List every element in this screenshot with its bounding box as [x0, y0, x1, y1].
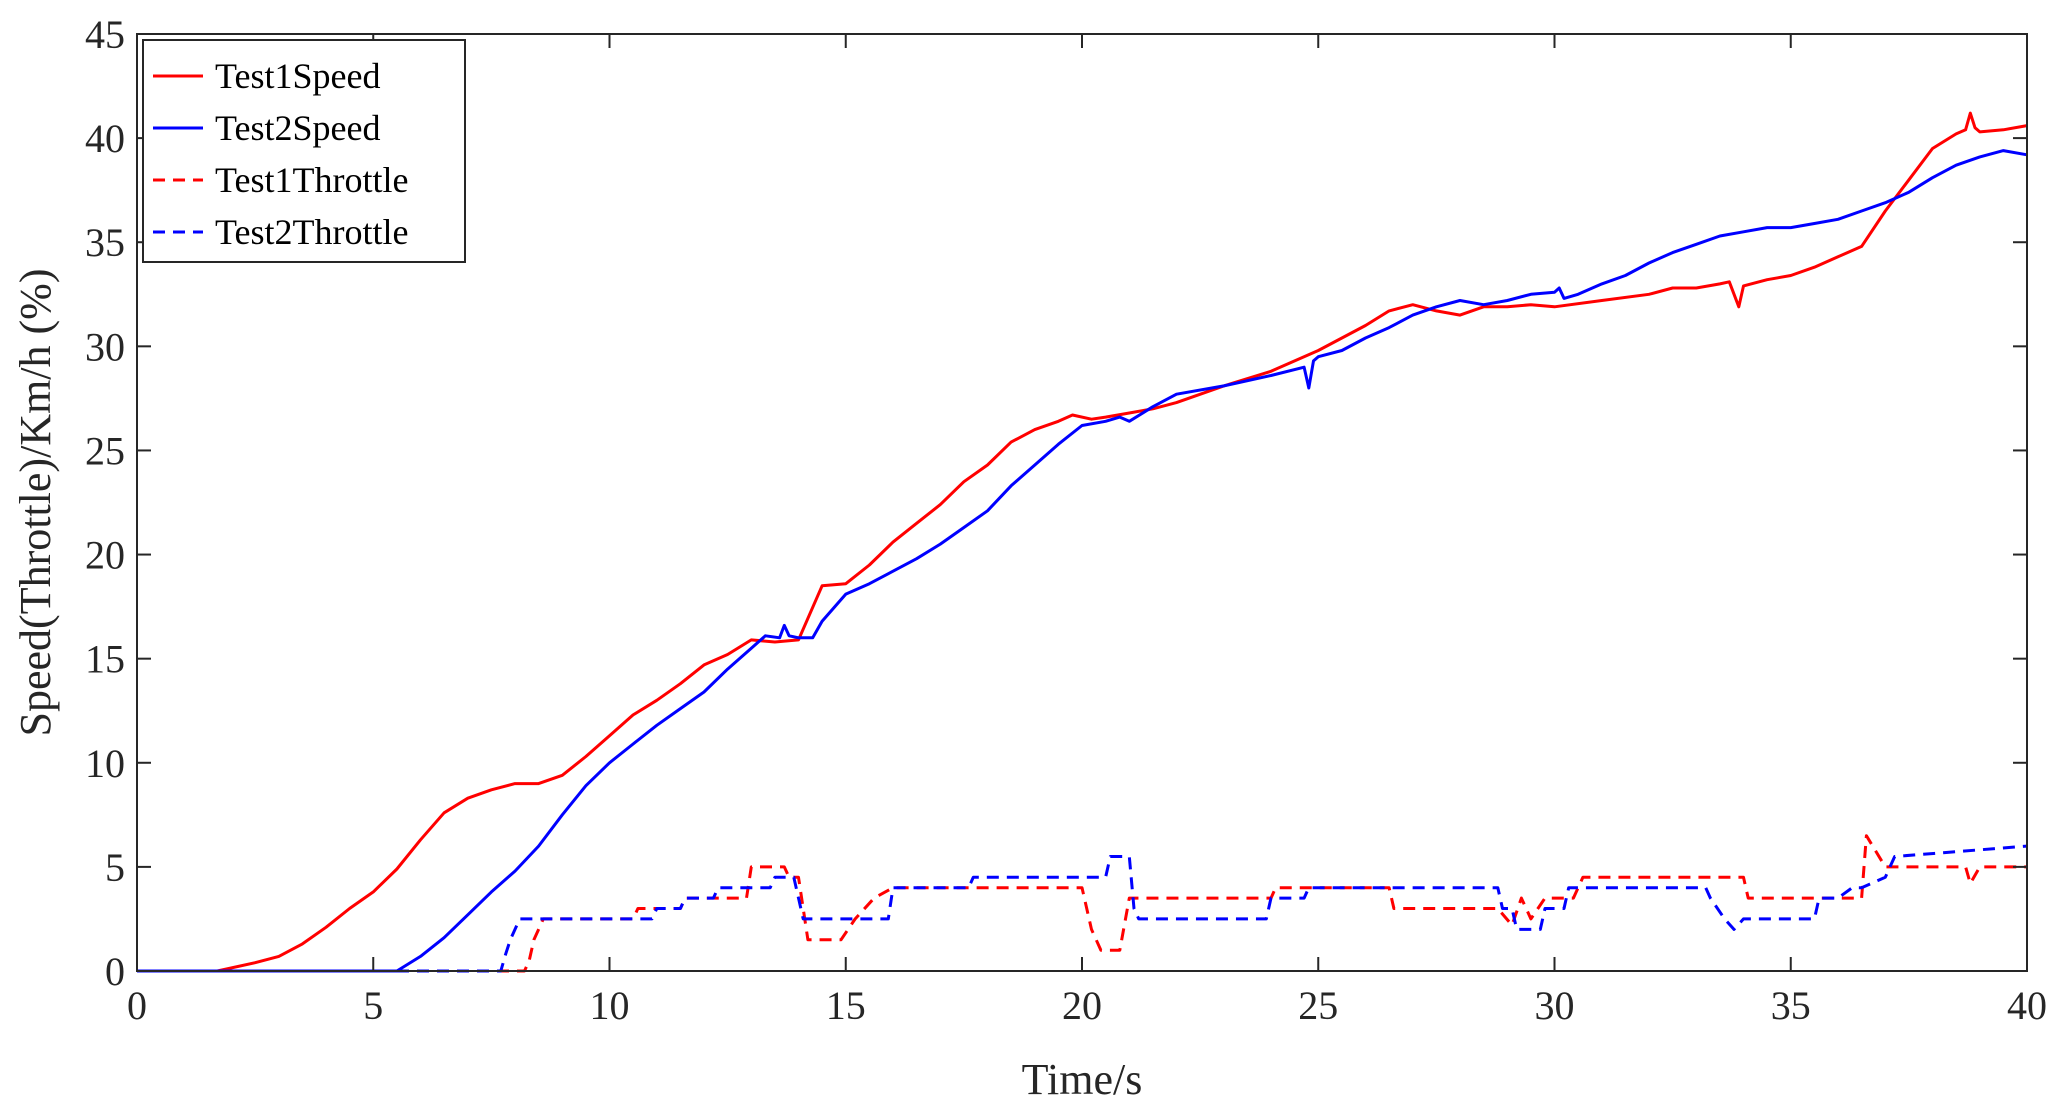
x-tick-label: 35: [1771, 983, 1811, 1028]
y-tick-label: 5: [105, 845, 125, 890]
plot-series: [137, 111, 2028, 973]
x-axis-title: Time/s: [1022, 1055, 1143, 1104]
y-tick-label: 30: [85, 324, 125, 369]
y-tick-label: 40: [85, 116, 125, 161]
y-tick-label: 45: [85, 12, 125, 57]
y-tick-label: 10: [85, 741, 125, 786]
x-tick-label: 20: [1062, 983, 1102, 1028]
x-tick-label: 5: [363, 983, 383, 1028]
legend-label-test2speed: Test2Speed: [215, 108, 380, 148]
x-axis: 0 5 10 15 20 25 30 35 40: [127, 34, 2047, 1028]
legend-label-test1throttle: Test1Throttle: [215, 160, 408, 200]
y-tick-label: 0: [105, 949, 125, 994]
y-axis-title: Speed(Throttle)/Km/h (%): [11, 269, 60, 737]
y-axis: 0 5 10 15 20 25 30 35 40 45: [85, 12, 2027, 994]
x-tick-label: 25: [1298, 983, 1338, 1028]
legend-label-test1speed: Test1Speed: [215, 56, 380, 96]
series-line-test1throttle: [137, 834, 2027, 973]
legend: Test1Speed Test2Speed Test1Throttle Test2Th…: [142, 39, 466, 263]
series-line-test1speed: [137, 111, 2028, 973]
y-tick-label: 15: [85, 637, 125, 682]
y-tick-label: 20: [85, 533, 125, 578]
x-tick-label: 40: [2007, 983, 2047, 1028]
series-line-test2throttle: [137, 844, 2028, 973]
y-tick-label: 35: [85, 220, 125, 265]
x-tick-label: 30: [1535, 983, 1575, 1028]
x-tick-label: 10: [590, 983, 630, 1028]
y-tick-label: 25: [85, 428, 125, 473]
legend-label-test2throttle: Test2Throttle: [215, 212, 408, 252]
x-tick-label: 15: [826, 983, 866, 1028]
series-line-test2speed: [137, 149, 2028, 973]
x-tick-label: 0: [127, 983, 147, 1028]
